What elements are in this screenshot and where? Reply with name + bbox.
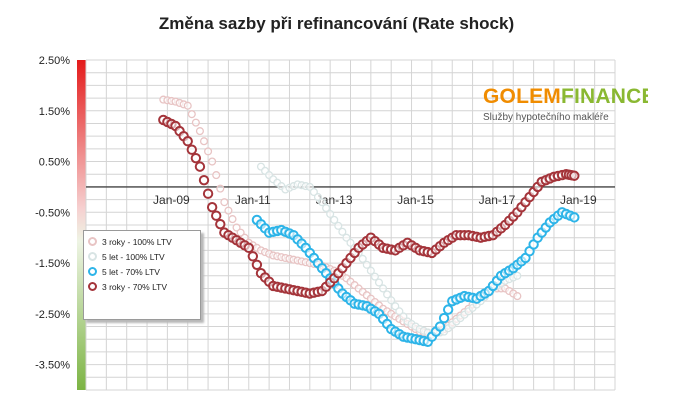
data-point [513,271,522,280]
golem-finance-logo: GOLEMFINANCE Služby hypotečního makléře [483,86,648,128]
y-tick-label: 0.50% [39,157,70,169]
data-point [206,202,218,213]
legend-item: 5 let - 70% LTV [88,265,196,278]
y-tick-label: 1.50% [39,106,70,118]
data-point [251,259,263,270]
data-point [387,296,396,305]
data-point [358,254,367,263]
legend: 3 roky - 100% LTV 5 let - 100% LTV 5 let… [83,230,201,320]
data-point [247,251,259,262]
data-point [187,110,196,119]
x-tick-label: Jan-11 [235,193,271,207]
data-point [374,278,384,287]
data-point [309,187,318,197]
data-point [342,233,351,242]
legend-label: 5 let - 100% LTV [102,251,165,262]
x-tick-label: Jan-09 [153,193,190,207]
y-tick-labels: 2.50% 1.50% 0.50% -0.50% -1.50% -2.50% -3.50% [35,55,70,372]
data-point [183,101,192,110]
data-point [208,157,217,166]
legend-label: 3 roky - 100% LTV [102,236,172,247]
data-point [399,312,408,321]
legend-item: 5 let - 100% LTV [88,250,196,263]
legend-item: 3 roky - 100% LTV [88,235,196,248]
y-tick-label: -0.50% [35,207,70,219]
data-point [224,206,233,215]
data-point [216,184,225,193]
data-point [182,136,193,147]
data-point [317,198,327,207]
legend-marker-5-let-100 [88,252,97,261]
data-point [330,215,339,224]
series-2 [256,162,522,339]
data-point [362,260,371,269]
data-point [194,161,206,172]
data-point [434,321,446,332]
y-tick-label: -2.50% [35,309,70,321]
data-point [569,170,580,181]
x-tick-label: Jan-15 [397,193,434,207]
data-point [212,171,221,180]
data-point [334,221,343,230]
data-point [438,312,450,324]
data-point [569,212,580,223]
data-point [395,307,404,316]
legend-marker-5-let-70 [88,267,97,276]
data-point [243,242,254,254]
data-point [202,188,214,199]
data-point [313,193,322,202]
y-tick-label: -1.50% [35,258,70,270]
logo-tagline: Služby hypotečního makléře [483,112,609,123]
data-point [513,292,522,301]
data-point [220,198,229,207]
data-point [199,137,209,146]
data-point [383,290,392,299]
data-point [191,118,200,127]
data-point [186,144,198,155]
x-tick-label: Jan-19 [560,193,597,207]
data-point [305,182,314,191]
data-point [442,304,454,315]
data-point [190,152,202,164]
series-layer [158,95,580,347]
data-point [211,210,222,221]
data-point [198,174,210,186]
series-4 [158,114,580,299]
y-tick-label: -3.50% [35,360,70,372]
data-point [322,204,331,213]
legend-label: 3 roky - 70% LTV [102,281,168,292]
chart-title: Změna sazby při refinancování (Rate shoc… [158,14,515,33]
data-point [195,127,204,136]
data-point [370,272,379,281]
data-point [215,218,226,230]
data-point [232,223,241,232]
data-point [346,238,355,247]
data-point [326,209,335,219]
y-gradient-bar [77,60,86,390]
data-point [236,228,245,237]
y-tick-label: 2.50% [39,55,70,67]
data-point [204,147,213,156]
legend-label: 5 let - 70% LTV [102,266,160,277]
legend-marker-3-roky-70 [88,282,97,291]
data-point [366,266,375,275]
data-point [391,302,400,311]
series-3 [251,207,580,347]
legend-marker-3-roky-100 [88,237,97,246]
x-tick-label: Jan-17 [479,193,516,207]
data-point [338,227,347,236]
legend-item: 3 roky - 70% LTV [88,280,196,293]
data-point [379,284,388,293]
logo-wordmark: GOLEMFINANCE [483,86,648,108]
data-point [228,215,237,224]
